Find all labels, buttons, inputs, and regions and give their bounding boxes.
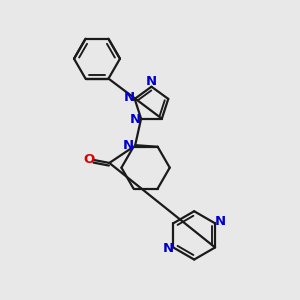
Text: N: N — [123, 139, 134, 152]
Text: O: O — [84, 153, 95, 166]
Text: N: N — [124, 91, 135, 104]
Text: N: N — [163, 242, 174, 255]
Text: N: N — [146, 75, 157, 88]
Text: N: N — [214, 215, 226, 228]
Text: N: N — [130, 113, 141, 126]
